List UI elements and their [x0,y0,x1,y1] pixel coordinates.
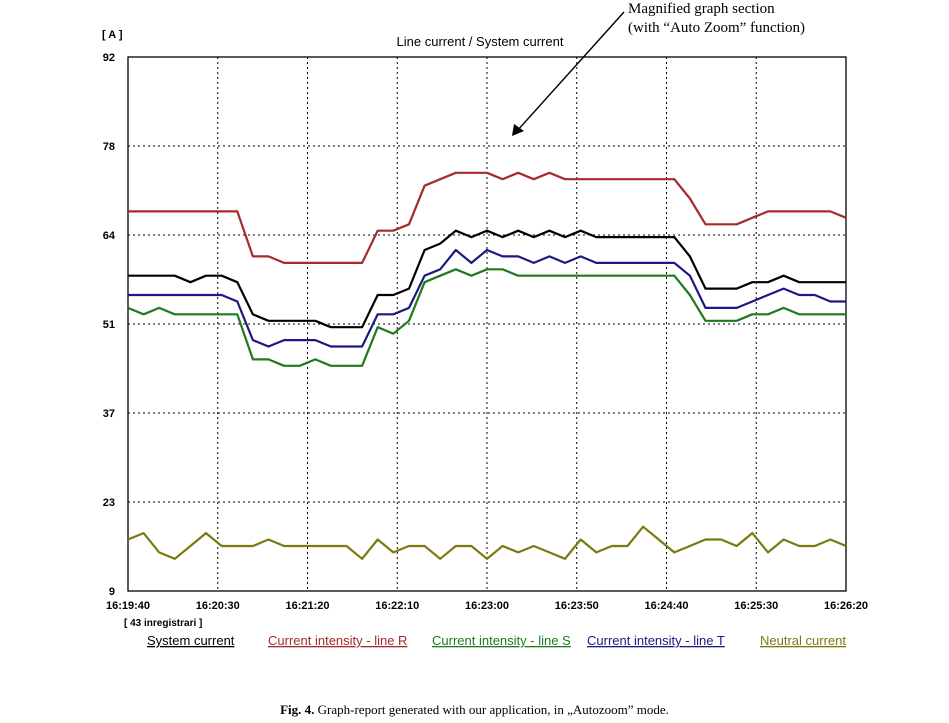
x-tick-label: 16:23:50 [555,600,599,612]
x-tick-label: 16:20:30 [196,600,240,612]
y-tick-label: 51 [103,319,115,331]
annotation-arrow-line [516,11,625,132]
x-tick-label: 16:25:30 [734,600,778,612]
grid [128,57,846,591]
y-axis-ticks: 92 78 64 51 37 23 9 [103,52,116,598]
x-tick-label: 16:24:40 [644,600,688,612]
x-tick-label: 16:23:00 [465,600,509,612]
x-axis-ticks: 16:19:40 16:20:30 16:21:20 16:22:10 16:23:00… [106,600,868,612]
y-unit-label: [ A ] [102,29,123,41]
y-tick-label: 78 [103,141,115,153]
x-tick-label: 16:19:40 [106,600,150,612]
y-tick-label: 37 [103,408,115,420]
series-layer [127,171,847,560]
legend: System current Current intensity - line R… [147,633,846,648]
legend-entry-0: System current [147,633,235,648]
figure-caption: Fig. 4. Graph-report generated with our … [0,702,949,718]
series-line-2 [127,268,846,367]
legend-entry-1: Current intensity - line R [268,633,407,648]
legend-entry-4: Neutral current [760,633,846,648]
y-tick-label: 23 [103,497,115,509]
y-tick-label: 64 [103,230,116,242]
series-line-1 [128,171,847,264]
legend-entry-2: Current intensity - line S [432,633,571,648]
annotation-line-1: Magnified graph section [628,1,775,17]
y-tick-label: 92 [103,52,115,64]
series-line-3 [128,248,846,348]
caption-text: Graph-report generated with our applicat… [314,702,669,717]
y-tick-label: 9 [109,586,115,598]
annotation-arrow-head [512,124,524,136]
series-line-4 [127,525,847,560]
x-tick-label: 16:26:20 [824,600,868,612]
records-label: [ 43 inregistrari ] [124,618,202,629]
x-tick-label: 16:21:20 [285,600,329,612]
caption-label: Fig. 4. [280,702,315,717]
legend-entry-3: Current intensity - line T [587,633,725,648]
series-line-0 [128,229,846,329]
plot-frame [127,56,847,592]
annotation-line-2: (with “Auto Zoom” function) [628,20,805,36]
chart-title: Line current / System current [397,34,564,49]
x-tick-label: 16:22:10 [375,600,419,612]
